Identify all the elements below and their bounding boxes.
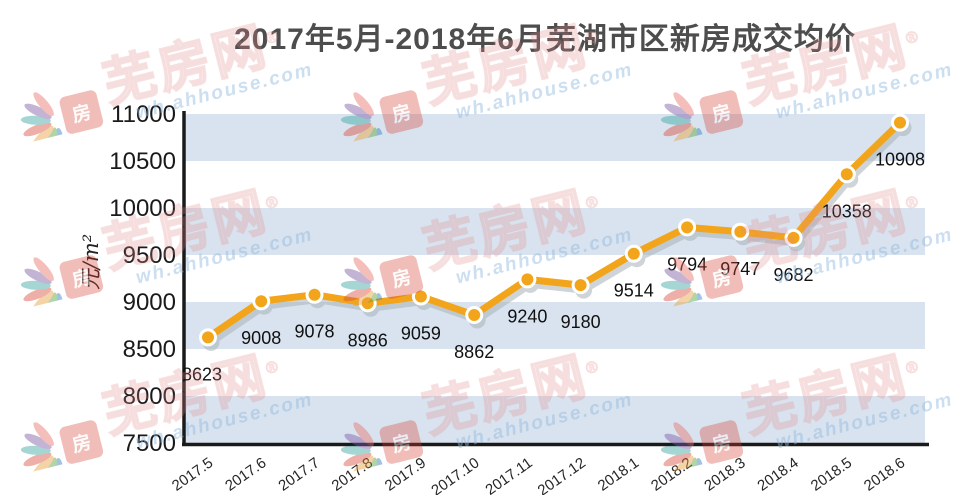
x-tick-label: 2018.1 [595, 454, 642, 494]
data-point-marker [199, 328, 217, 347]
x-tick-label: 2018.3 [701, 454, 748, 494]
data-value-label: 9514 [614, 281, 654, 301]
data-point-marker [305, 285, 324, 304]
x-tick-label: 2017.8 [329, 454, 376, 494]
data-value-label: 9180 [561, 312, 601, 332]
y-tick-label: 9500 [123, 242, 176, 269]
grid-band [185, 349, 925, 396]
x-tick-label: 2017.5 [169, 454, 216, 494]
data-point-marker [731, 222, 750, 241]
data-value-label: 8862 [454, 342, 494, 362]
x-tick-label: 2017.10 [428, 454, 482, 495]
data-value-label: 9008 [241, 328, 281, 348]
data-value-label: 10358 [822, 201, 872, 221]
data-point-marker [891, 113, 909, 132]
grid-band [185, 302, 925, 349]
data-point-marker [411, 287, 430, 306]
data-value-label: 9747 [720, 259, 760, 279]
x-tick-label: 2017.6 [222, 454, 269, 494]
x-tick-label: 2018.6 [861, 454, 908, 494]
data-point-marker [784, 228, 803, 247]
data-point-marker [252, 292, 271, 311]
data-value-label: 9794 [667, 254, 707, 274]
y-tick-label: 10500 [109, 148, 176, 175]
data-value-label: 10908 [875, 150, 925, 170]
x-tick-label: 2018.4 [754, 454, 801, 494]
x-tick-label: 2018.2 [648, 454, 695, 494]
y-tick-label: 11000 [111, 101, 176, 128]
data-point-marker [678, 218, 697, 237]
y-tick-label: 8500 [123, 336, 176, 363]
y-axis-unit-label: 元/m² [79, 233, 103, 291]
data-value-label: 9240 [507, 306, 547, 326]
data-point-marker [358, 294, 377, 313]
y-tick-label: 10000 [109, 195, 176, 222]
data-value-label: 9682 [773, 265, 813, 285]
grid-band [185, 396, 925, 443]
data-point-marker [571, 276, 590, 295]
data-value-label: 9078 [294, 322, 334, 342]
chart-title: 2017年5月-2018年6月芜湖市区新房成交均价 [234, 23, 856, 56]
y-tick-label: 8000 [123, 383, 176, 410]
x-tick-label: 2017.12 [535, 454, 589, 495]
grid-band [185, 114, 925, 161]
data-point-marker [837, 165, 856, 184]
x-tick-label: 2017.7 [275, 454, 322, 494]
data-point-marker [518, 270, 537, 289]
data-value-label: 8986 [348, 330, 388, 350]
grid-band [185, 161, 925, 208]
y-tick-label: 7500 [123, 430, 176, 457]
x-tick-label: 2017.9 [382, 454, 429, 494]
data-point-marker [465, 306, 484, 324]
data-value-label: 8623 [182, 364, 222, 384]
data-point-marker [624, 244, 643, 263]
data-value-label: 9059 [401, 324, 441, 344]
y-tick-label: 9000 [123, 289, 176, 316]
x-tick-label: 2018.5 [808, 454, 855, 494]
x-tick-label: 2017.11 [482, 454, 535, 495]
